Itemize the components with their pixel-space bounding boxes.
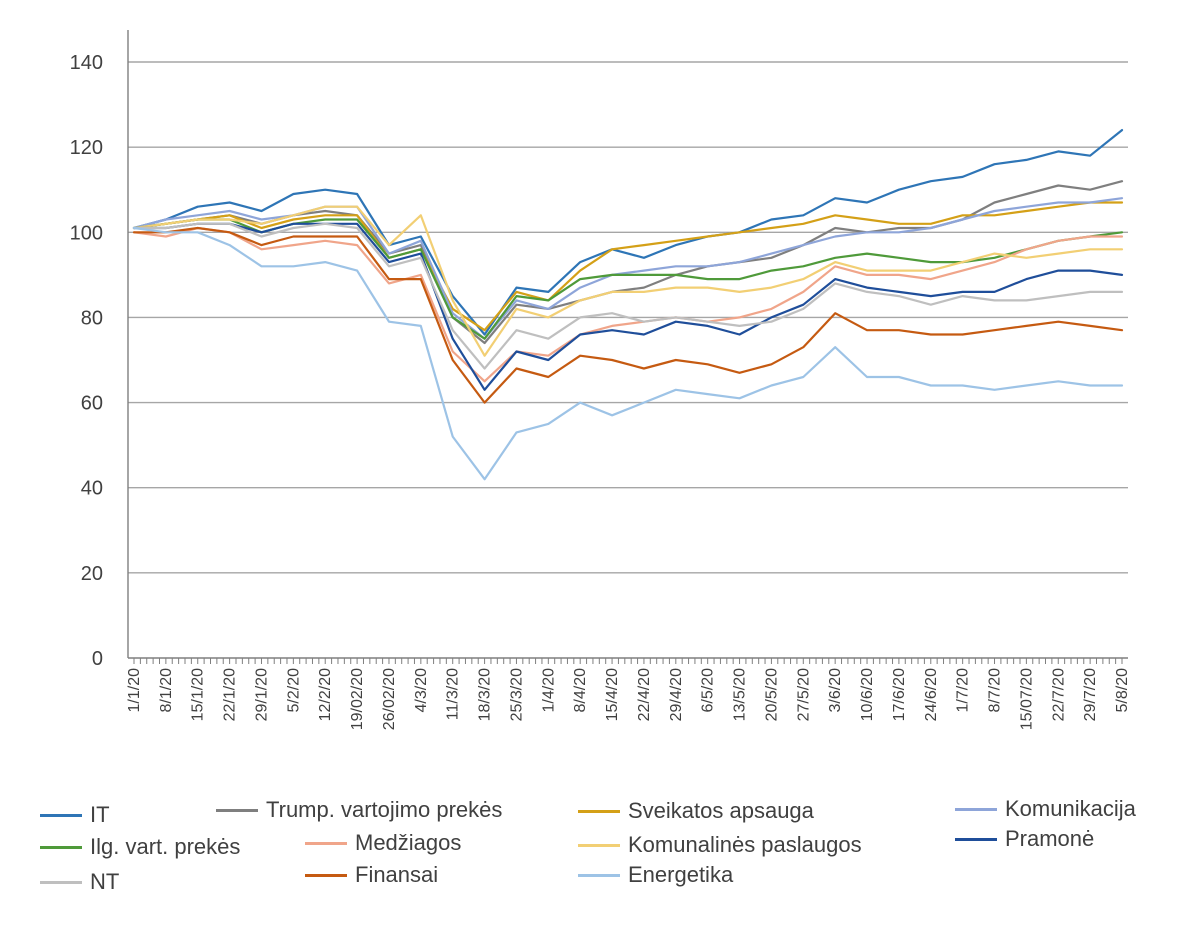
x-tick-label: 15/07/20 [1018,668,1035,730]
x-tick-label: 25/3/20 [508,668,525,721]
x-tick-label: 12/2/20 [317,668,334,721]
x-tick-label: 10/6/20 [859,668,876,721]
series-line-3 [132,201,1124,332]
x-tick-label: 13/5/20 [732,668,749,721]
x-tick-label: 24/6/20 [923,668,940,721]
axes [127,30,1128,664]
series-line-8 [132,222,1124,391]
x-tick-label: 26/02/20 [381,668,398,730]
x-tick-label: 6/5/20 [700,668,717,713]
series-line-5 [132,218,1124,340]
x-tick-label: 5/8/20 [1114,668,1131,713]
y-tick-label: 0 [92,648,103,670]
x-tick-label: 8/1/20 [158,668,175,713]
x-tick-label: 19/02/20 [349,668,366,730]
x-tick-label: 20/5/20 [763,668,780,721]
series-line-11 [132,226,1124,481]
gridlines [128,61,1128,574]
x-tick-label: 29/7/20 [1082,668,1099,721]
x-tick-label: 1/1/20 [126,668,143,713]
y-tick-label: 40 [81,478,103,500]
series-lines [132,129,1124,481]
x-tick-label: 29/1/20 [253,668,270,721]
y-tick-label: 80 [81,307,103,329]
x-tick-label: 18/3/20 [477,668,494,721]
y-axis-ticks: 0 20 40 60 80 100 120 140 [70,52,103,670]
series-line-10 [132,226,1124,404]
x-tick-label: 3/6/20 [827,668,844,713]
x-axis-ticks: 1/1/20 8/1/20 15/1/20 22/1/20 29/1/20 5/2/20 1… [126,668,1131,730]
x-tick-label: 22/7/20 [1050,668,1067,721]
x-tick-label: 15/4/20 [604,668,621,721]
y-tick-label: 140 [70,52,103,74]
series-line-1 [132,129,1124,336]
x-tick-label: 8/7/20 [987,668,1004,713]
x-tick-label: 27/5/20 [795,668,812,721]
y-tick-label: 20 [81,563,103,585]
x-tick-label: 15/1/20 [190,668,207,721]
x-tick-label: 4/3/20 [413,668,430,713]
y-tick-label: 60 [81,393,103,415]
series-line-6 [132,226,1124,383]
x-tick-label: 17/6/20 [891,668,908,721]
x-tick-label: 1/4/20 [540,668,557,713]
series-line-9 [132,222,1124,370]
x-tick-label: 29/4/20 [668,668,685,721]
y-tick-label: 120 [70,137,103,159]
y-tick-label: 100 [70,222,103,244]
x-tick-label: 22/1/20 [222,668,239,721]
series-line-2 [132,180,1124,345]
x-tick-label: 11/3/20 [445,668,462,720]
x-tick-label: 8/4/20 [572,668,589,713]
x-tick-label: 1/7/20 [955,668,972,713]
x-tick-label: 5/2/20 [285,668,302,713]
x-tick-label: 22/4/20 [636,668,653,721]
series-line-7 [132,205,1124,357]
